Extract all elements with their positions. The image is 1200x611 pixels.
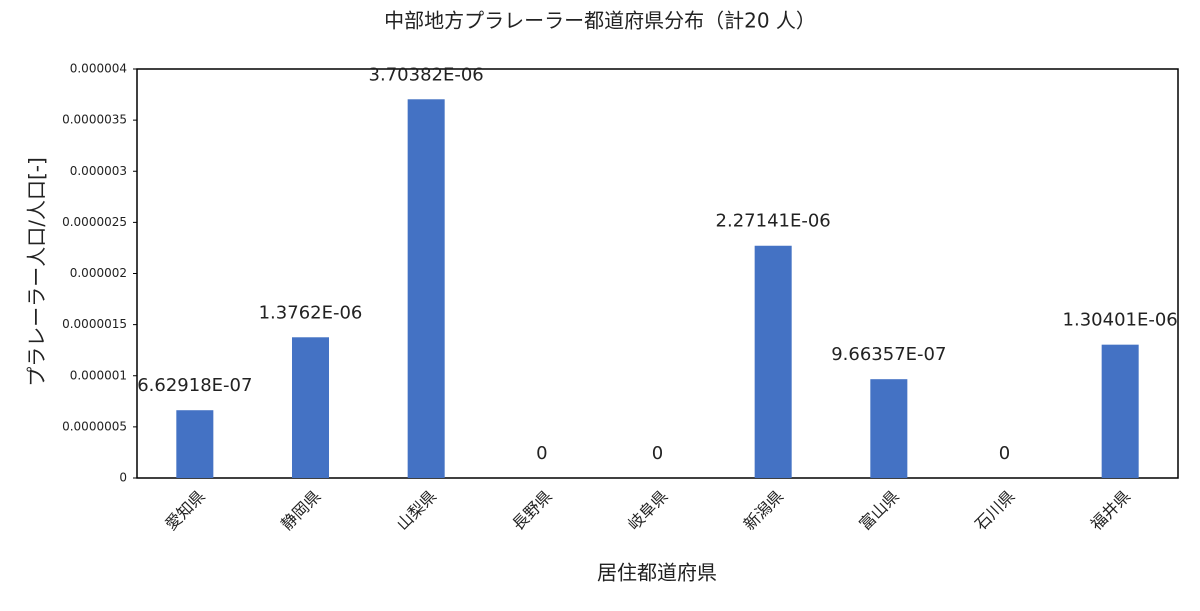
y-tick-label: 0.000002 bbox=[70, 266, 127, 280]
data-label: 1.30401E-06 bbox=[1063, 310, 1178, 331]
y-tick-label: 0.000001 bbox=[70, 368, 127, 382]
data-label: 0 bbox=[652, 443, 663, 464]
x-tick-label: 岐阜県 bbox=[624, 487, 671, 534]
y-tick-label: 0 bbox=[119, 471, 127, 485]
x-tick-label: 新潟県 bbox=[740, 487, 787, 534]
x-tick-label: 富山県 bbox=[855, 487, 902, 534]
x-tick-label: 長野県 bbox=[508, 487, 555, 534]
x-tick-label: 愛知県 bbox=[161, 487, 208, 534]
data-label: 3.70382E-06 bbox=[369, 64, 484, 85]
data-label: 0 bbox=[536, 443, 547, 464]
x-tick-label: 山梨県 bbox=[393, 487, 440, 534]
data-label: 6.62918E-07 bbox=[137, 375, 252, 396]
data-label: 0 bbox=[999, 443, 1010, 464]
y-tick-label: 0.0000005 bbox=[62, 419, 127, 433]
y-tick-label: 0.0000025 bbox=[62, 215, 127, 229]
data-label: 1.3762E-06 bbox=[259, 302, 363, 323]
bar bbox=[870, 379, 908, 478]
y-tick-label: 0.000004 bbox=[70, 62, 127, 76]
x-tick-label: 石川県 bbox=[971, 487, 1018, 534]
x-tick-label: 福井県 bbox=[1087, 487, 1134, 534]
bar bbox=[291, 337, 330, 478]
x-tick-label: 静岡県 bbox=[277, 487, 324, 534]
y-axis-title: プラレーラー人口/人口[-] bbox=[25, 157, 49, 387]
bar bbox=[407, 99, 445, 478]
y-tick-label: 0.0000035 bbox=[62, 113, 127, 127]
data-label: 2.27141E-06 bbox=[716, 211, 831, 232]
bar bbox=[754, 245, 792, 478]
data-label: 9.66357E-07 bbox=[831, 344, 946, 365]
bar bbox=[176, 410, 214, 478]
y-tick-label: 0.0000015 bbox=[62, 317, 127, 331]
y-tick-label: 0.000003 bbox=[70, 164, 127, 178]
bar bbox=[1101, 344, 1139, 478]
x-axis-title: 居住都道府県 bbox=[597, 561, 717, 585]
chart-title: 中部地方プラレーラー都道府県分布（計20 人） bbox=[384, 9, 816, 33]
